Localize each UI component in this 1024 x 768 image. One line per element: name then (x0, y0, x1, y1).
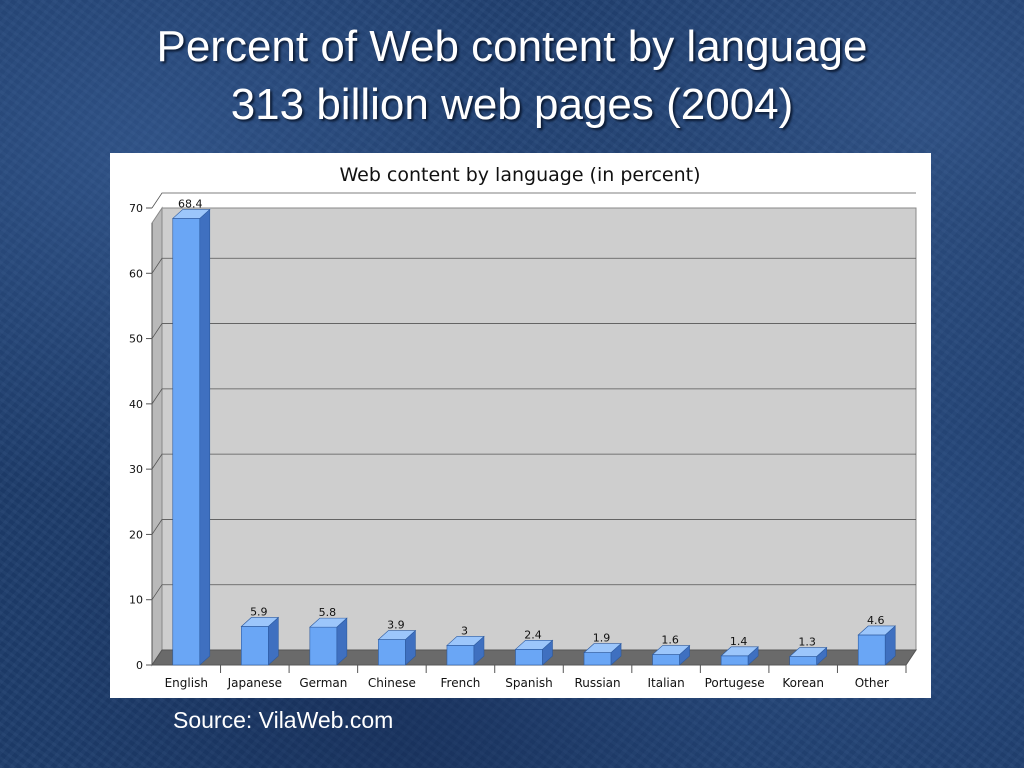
value-label: 1.4 (730, 635, 748, 648)
bar (583, 642, 622, 666)
bar-front (720, 655, 749, 666)
x-tick-label: German (299, 676, 347, 690)
gridline (151, 519, 916, 535)
value-label: 5.9 (250, 605, 268, 618)
value-label: 4.6 (867, 614, 885, 627)
y-tick-label: 30 (129, 463, 143, 476)
x-tick-label: Korean (782, 676, 824, 690)
bar-front (309, 626, 338, 666)
bar-front (378, 639, 406, 666)
bar-chart: Web content by language (in percent) 0 10… (129, 164, 917, 690)
gridline (151, 192, 916, 209)
bar-front (241, 626, 269, 666)
x-tick-label: Russian (574, 676, 620, 690)
bar-top (171, 209, 211, 219)
gridline (151, 323, 916, 339)
x-tick-label: Portugese (705, 676, 765, 690)
x-tick-label: Chinese (368, 676, 416, 690)
y-axis: 0 10 20 30 40 50 60 70 (129, 202, 153, 672)
bar (788, 646, 828, 666)
value-label: 1.9 (593, 632, 611, 645)
bar-top (788, 647, 828, 657)
value-label: 3 (461, 624, 468, 637)
bar (720, 646, 759, 666)
value-label: 2.4 (524, 628, 542, 641)
bar (240, 616, 280, 666)
bar-front (172, 218, 201, 666)
x-axis: English Japanese German Chinese French Spanis… (152, 664, 907, 690)
bar (309, 617, 348, 666)
gridline (151, 388, 916, 405)
y-tick-label: 0 (136, 659, 143, 672)
x-tick-label: Other (855, 676, 889, 690)
bar-front (652, 654, 680, 666)
x-tick-label: French (441, 676, 481, 690)
value-label: 1.6 (661, 634, 679, 647)
bar-top (240, 617, 280, 627)
slide-title-line-2: 313 billion web pages (2004) (230, 80, 794, 129)
bar-top (309, 617, 348, 628)
bar (651, 644, 691, 666)
gridline (151, 453, 916, 470)
bar-front (515, 649, 543, 666)
x-tick-label: English (165, 676, 208, 690)
x-tick-label: Spanish (505, 676, 552, 690)
bar-front (583, 652, 612, 666)
bar-top (377, 630, 417, 640)
value-label: 3.9 (387, 619, 405, 632)
y-tick-label: 40 (129, 398, 143, 411)
value-label: 5.8 (319, 606, 337, 619)
bar-top (720, 646, 759, 657)
value-label: 68.4 (178, 197, 203, 210)
gridline (151, 257, 916, 274)
slide-title-line-1: Percent of Web content by language (156, 22, 868, 71)
y-tick-label: 20 (129, 528, 143, 541)
bar-front (789, 656, 817, 666)
bar (171, 208, 211, 666)
source-note: Source: VilaWeb.com (173, 707, 394, 733)
bar-top (857, 625, 897, 636)
plot-side-wall (151, 206, 163, 667)
x-tick-label: Italian (647, 676, 684, 690)
y-tick-label: 70 (129, 202, 143, 215)
bar (377, 629, 417, 666)
chart-title: Web content by language (in percent) (339, 164, 700, 186)
y-tick-label: 60 (129, 267, 143, 280)
bar (514, 639, 554, 666)
bar-top (446, 636, 485, 646)
plot-background (151, 206, 917, 667)
value-label: 1.3 (798, 636, 816, 649)
plot-back-wall (161, 207, 917, 651)
bar-top (651, 645, 691, 655)
bar-front (446, 645, 475, 666)
bar-top (514, 640, 554, 650)
y-tick-label: 50 (129, 333, 143, 346)
bar (446, 635, 485, 666)
x-tick-label: Japanese (227, 676, 283, 690)
value-labels: 68.4 5.9 5.8 3.9 3 2.4 1.9 1.6 1.4 1.3 4.6 (178, 197, 884, 648)
bars (171, 208, 897, 666)
bar-side (199, 208, 211, 666)
bar (857, 625, 897, 666)
slide-title: Percent of Web content by language 313 b… (0, 18, 1024, 134)
y-tick-label: 10 (129, 594, 143, 607)
bar-top (583, 643, 622, 653)
bar-front (857, 634, 886, 666)
chart-panel: Web content by language (in percent) 0 10… (110, 153, 931, 698)
grid-lines (151, 192, 916, 600)
gridline (151, 584, 916, 600)
